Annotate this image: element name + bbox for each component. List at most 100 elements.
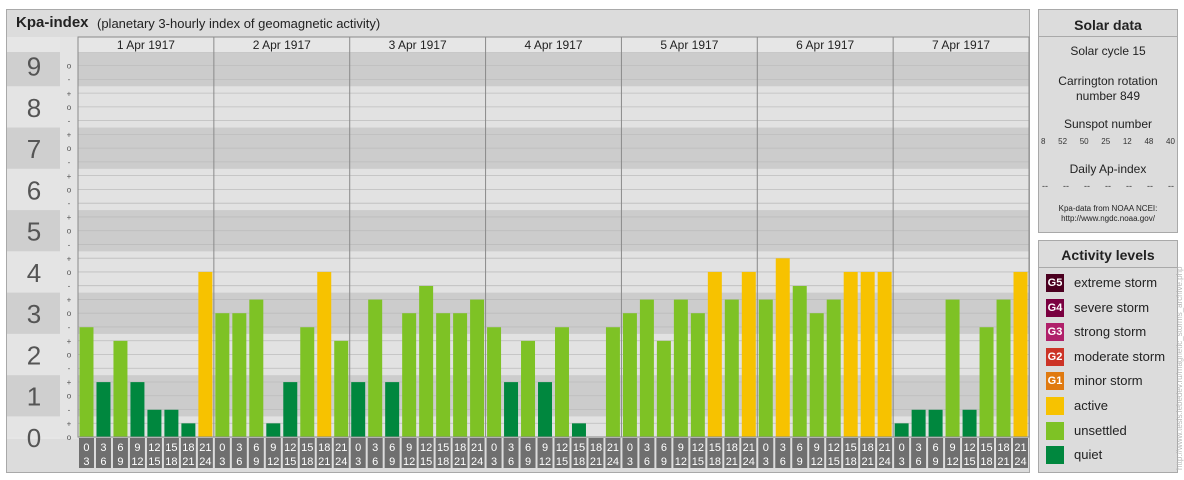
interval-start-label: 15 bbox=[709, 442, 721, 454]
interval-cell bbox=[690, 438, 706, 468]
interval-cell bbox=[724, 438, 740, 468]
kp-bar bbox=[792, 285, 807, 437]
interval-end-label: 6 bbox=[780, 456, 786, 468]
sunspot-value: 50 bbox=[1079, 137, 1089, 146]
y-axis-band bbox=[7, 127, 60, 169]
day-label: 1 Apr 1917 bbox=[117, 38, 175, 52]
interval-end-label: 18 bbox=[709, 456, 721, 468]
interval-end-label: 9 bbox=[661, 456, 667, 468]
plot-band bbox=[78, 416, 1029, 437]
kp-bar bbox=[402, 313, 417, 437]
kp-bar bbox=[164, 409, 179, 437]
kp-bar bbox=[962, 409, 977, 437]
legend-swatch bbox=[1046, 446, 1064, 465]
interval-start-label: 3 bbox=[780, 442, 786, 454]
kp-bar bbox=[979, 327, 994, 437]
interval-end-label: 21 bbox=[590, 456, 602, 468]
carrington-rotation-line1: Carrington rotation bbox=[1058, 74, 1158, 88]
kp-bar bbox=[487, 327, 502, 437]
day-label: 3 Apr 1917 bbox=[389, 38, 447, 52]
interval-end-label: 15 bbox=[828, 456, 840, 468]
kp-bar bbox=[911, 409, 926, 437]
kp-bar bbox=[283, 382, 298, 437]
interval-start-label: 18 bbox=[182, 442, 194, 454]
interval-cell bbox=[520, 438, 536, 468]
chart-title: Kpa-index bbox=[16, 14, 89, 31]
interval-end-label: 15 bbox=[556, 456, 568, 468]
interval-end-label: 18 bbox=[437, 456, 449, 468]
watermark-link[interactable]: http://www.tesis.lebedev.ru/magnetic_sto… bbox=[1175, 266, 1184, 470]
interval-end-label: 3 bbox=[627, 456, 633, 468]
interval-end-label: 12 bbox=[267, 456, 279, 468]
kp-bar bbox=[996, 299, 1011, 437]
interval-start-label: 9 bbox=[678, 442, 684, 454]
y-axis-band bbox=[7, 52, 60, 87]
interval-cell bbox=[384, 438, 400, 468]
day-label: 7 Apr 1917 bbox=[932, 38, 990, 52]
interval-end-label: 24 bbox=[607, 456, 619, 468]
activity-legend: G5 extreme storm G4 severe storm G3 strong st… bbox=[1040, 274, 1176, 470]
kp-bar bbox=[436, 313, 451, 437]
legend-swatch bbox=[1046, 397, 1064, 415]
interval-end-label: 24 bbox=[879, 456, 891, 468]
interval-cell bbox=[163, 438, 179, 468]
interval-start-label: 21 bbox=[743, 442, 755, 454]
interval-end-label: 21 bbox=[726, 456, 738, 468]
kp-bar bbox=[130, 382, 145, 437]
interval-start-label: 9 bbox=[950, 442, 956, 454]
data-source-link[interactable]: http://www.ngdc.noaa.gov/ bbox=[1061, 214, 1155, 223]
ap-value: -- bbox=[1126, 181, 1132, 191]
interval-cell bbox=[537, 438, 553, 468]
interval-start-label: 3 bbox=[372, 442, 378, 454]
interval-end-label: 24 bbox=[471, 456, 483, 468]
interval-start-label: 18 bbox=[590, 442, 602, 454]
interval-cell bbox=[418, 438, 434, 468]
ap-index-title: Daily Ap-index bbox=[1069, 162, 1147, 176]
interval-cell bbox=[571, 438, 587, 468]
interval-start-label: 18 bbox=[726, 442, 738, 454]
y-sub-label: - bbox=[68, 116, 71, 125]
y-sub-label: o bbox=[67, 62, 72, 71]
kp-bar bbox=[113, 340, 128, 437]
kp-bar bbox=[741, 271, 756, 437]
interval-cell bbox=[333, 438, 349, 468]
ap-value: -- bbox=[1042, 181, 1048, 191]
y-axis-band bbox=[7, 168, 60, 211]
interval-end-label: 3 bbox=[763, 456, 769, 468]
interval-start-label: 9 bbox=[406, 442, 412, 454]
legend-label: unsettled bbox=[1074, 422, 1127, 438]
interval-cell bbox=[945, 438, 961, 468]
interval-cell bbox=[775, 438, 791, 468]
y-sub-label: + bbox=[67, 172, 72, 181]
y-axis-band bbox=[7, 210, 60, 252]
interval-end-label: 15 bbox=[692, 456, 704, 468]
interval-start-label: 3 bbox=[644, 442, 650, 454]
interval-start-label: 15 bbox=[980, 442, 992, 454]
interval-start-label: 12 bbox=[828, 442, 840, 454]
y-tick-label: 4 bbox=[27, 258, 41, 288]
kp-bar bbox=[928, 409, 943, 437]
kp-bar bbox=[656, 340, 671, 437]
interval-cell bbox=[758, 438, 774, 468]
interval-cell bbox=[95, 438, 111, 468]
y-axis-band bbox=[7, 292, 60, 334]
y-sub-label: o bbox=[67, 433, 72, 442]
interval-start-label: 9 bbox=[134, 442, 140, 454]
activity-levels-title: Activity levels bbox=[1061, 247, 1155, 263]
kp-bar bbox=[673, 299, 688, 437]
interval-cell bbox=[112, 438, 128, 468]
interval-start-label: 0 bbox=[355, 442, 361, 454]
interval-start-label: 18 bbox=[318, 442, 330, 454]
interval-end-label: 6 bbox=[508, 456, 514, 468]
legend-label: moderate storm bbox=[1074, 348, 1166, 364]
legend-label: active bbox=[1074, 398, 1108, 413]
kp-bar bbox=[707, 271, 722, 437]
interval-start-label: 18 bbox=[997, 442, 1009, 454]
interval-end-label: 15 bbox=[963, 456, 975, 468]
legend-swatch: G5 bbox=[1046, 274, 1064, 292]
y-tick-label: 0 bbox=[27, 423, 41, 453]
interval-cell bbox=[214, 438, 230, 468]
y-tick-label: 8 bbox=[27, 93, 41, 123]
day-label: 2 Apr 1917 bbox=[253, 38, 311, 52]
legend-label: extreme storm bbox=[1074, 275, 1158, 290]
